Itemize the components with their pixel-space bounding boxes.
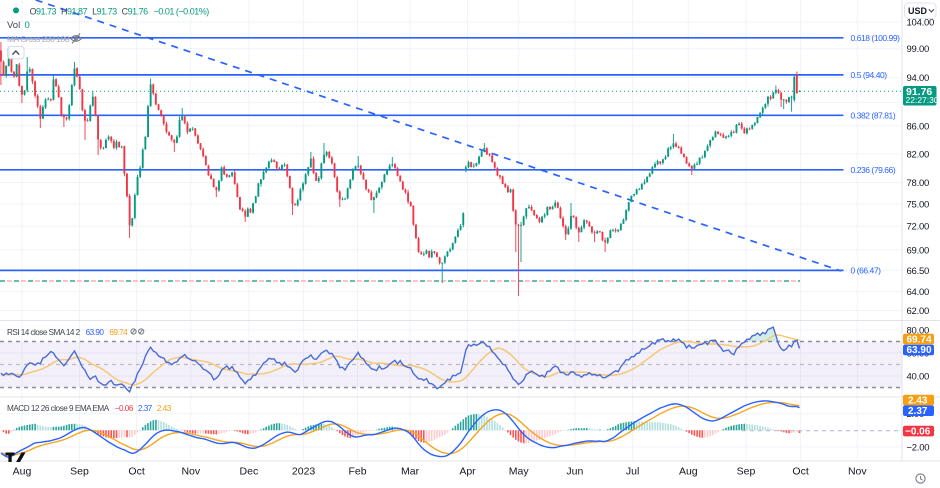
- svg-text:80.00: 80.00: [907, 326, 930, 337]
- svg-text:MACD 12 26 close 9 EMA EMA−0.0: MACD 12 26 close 9 EMA EMA −0.06 2.37 2.43: [7, 404, 172, 413]
- svg-text:64.00: 64.00: [907, 287, 930, 298]
- svg-text:May: May: [509, 466, 530, 478]
- svg-text:69.74: 69.74: [907, 334, 932, 345]
- svg-text:75.00: 75.00: [907, 200, 930, 211]
- svg-text:Aug: Aug: [13, 466, 32, 478]
- svg-text:63.90: 63.90: [907, 345, 932, 356]
- svg-text:Oct: Oct: [128, 466, 144, 478]
- svg-text:Apr: Apr: [459, 466, 476, 478]
- svg-text:USD: USD: [908, 6, 928, 16]
- svg-text:Sep: Sep: [70, 466, 89, 478]
- svg-text:86.00: 86.00: [907, 121, 930, 132]
- svg-text:0 (66.47): 0 (66.47): [851, 265, 882, 275]
- svg-text:Mar: Mar: [401, 466, 420, 478]
- svg-text:Feb: Feb: [348, 466, 366, 478]
- svg-text:−0.06: −0.06: [905, 426, 931, 437]
- svg-text:0.618 (100.99): 0.618 (100.99): [851, 33, 901, 43]
- svg-text:Dec: Dec: [240, 466, 259, 478]
- svg-text:72.00: 72.00: [907, 222, 930, 233]
- svg-text:94.00: 94.00: [907, 73, 930, 84]
- svg-text:MA Cross 200 100: MA Cross 200 100: [7, 34, 70, 44]
- svg-text:22:27:30: 22:27:30: [906, 95, 939, 105]
- svg-text:Sep: Sep: [737, 466, 756, 478]
- svg-text:0: 0: [25, 20, 30, 31]
- svg-text:Vol: Vol: [7, 20, 20, 31]
- svg-text:69.00: 69.00: [907, 245, 930, 256]
- svg-text:0.382 (87.81): 0.382 (87.81): [851, 110, 896, 120]
- svg-text:82.00: 82.00: [907, 149, 930, 160]
- svg-text:78.00: 78.00: [907, 178, 930, 189]
- svg-text:Nov: Nov: [848, 466, 867, 478]
- svg-text:91.76: 91.76: [906, 86, 932, 98]
- svg-text:Aug: Aug: [679, 466, 698, 478]
- svg-text:2.37: 2.37: [908, 406, 928, 417]
- svg-text:Jul: Jul: [626, 466, 639, 478]
- svg-text:66.50: 66.50: [907, 266, 930, 277]
- svg-text:−2.00: −2.00: [907, 442, 930, 453]
- svg-text:Oct: Oct: [792, 466, 808, 478]
- svg-text:40.00: 40.00: [907, 372, 930, 383]
- svg-text:Jun: Jun: [566, 466, 583, 478]
- svg-text:2.43: 2.43: [908, 395, 928, 406]
- svg-text:62.00: 62.00: [907, 306, 930, 317]
- svg-text:0.5 (94.40): 0.5 (94.40): [851, 70, 888, 80]
- svg-text:2023: 2023: [292, 466, 316, 478]
- svg-text:99.00: 99.00: [907, 44, 930, 55]
- svg-text:Nov: Nov: [181, 466, 200, 478]
- svg-text:0.236 (79.66): 0.236 (79.66): [851, 165, 896, 175]
- svg-text:104.00: 104.00: [907, 18, 935, 29]
